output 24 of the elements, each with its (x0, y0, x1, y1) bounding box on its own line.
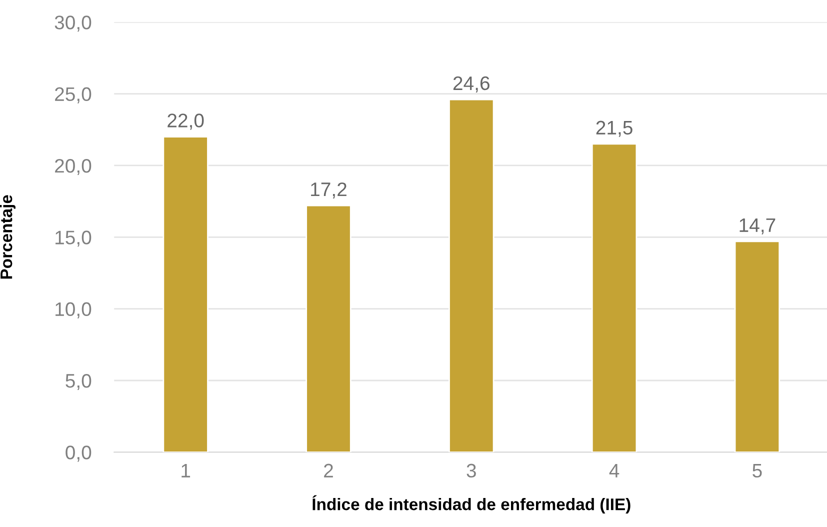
data-label: 14,7 (740, 218, 776, 234)
data-label: 17,2 (311, 182, 346, 199)
y-tick-label: 20,0 (55, 158, 92, 176)
y-tick-label: 0,0 (66, 446, 92, 462)
x-axis-title: Índice de intensidad de enfermedad (IIE) (312, 495, 630, 514)
bar (591, 143, 638, 452)
y-tick-label: 30,0 (54, 16, 92, 32)
data-label: 24,6 (453, 76, 490, 92)
y-tick-label: 25,0 (55, 87, 92, 104)
bar (162, 136, 208, 452)
x-tick-label: 3 (466, 464, 476, 478)
y-axis-title: Porcentaje (0, 195, 16, 279)
bar (734, 240, 780, 452)
x-tick-label: 1 (182, 464, 190, 478)
bar (448, 98, 494, 452)
x-tick-label: 5 (752, 464, 762, 478)
x-tick-label: 4 (609, 464, 620, 478)
y-tick-label: 5,0 (66, 374, 92, 390)
y-tick-label: 15,0 (56, 230, 92, 247)
x-tick-label: 2 (324, 464, 333, 478)
y-tick-label: 10,0 (56, 302, 92, 318)
data-label: 21,5 (596, 120, 632, 137)
bar (306, 204, 352, 452)
data-label: 22,0 (168, 114, 204, 130)
